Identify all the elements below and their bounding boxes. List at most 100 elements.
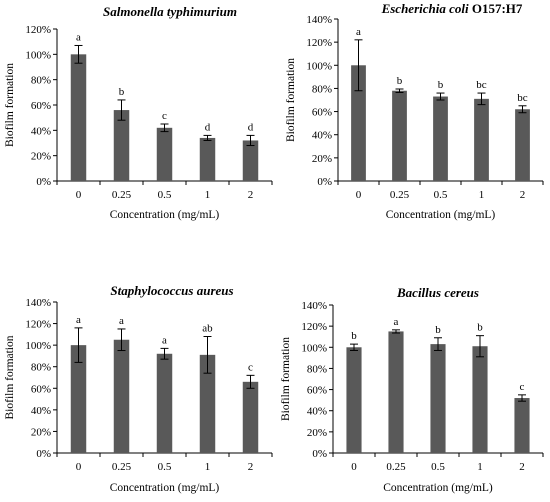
chart-title-part: Salmonella typhimurium (103, 4, 237, 19)
x-tick-label: 1 (205, 189, 211, 201)
bar (472, 346, 488, 453)
y-tick-label: 0% (36, 176, 51, 188)
chart-panel-3: Staphylococcus aureus 0% 20% 40% 60% 80% 100% 1… (4, 283, 273, 494)
y-tick-label: 60% (31, 383, 51, 395)
significance-label: b (351, 330, 357, 342)
y-tick-label: 20% (31, 151, 51, 163)
x-tick-label: 2 (248, 189, 254, 201)
bar (351, 65, 366, 181)
significance-label: c (520, 381, 525, 393)
x-tick-label: 2 (520, 189, 526, 201)
significance-label: a (119, 315, 124, 327)
chart-panel-1: Salmonella typhimurium 0% 20% 40% 60% 80% 100%… (4, 4, 273, 221)
significance-label: a (162, 334, 167, 346)
chart-panel-2: Escherichia coli O157:H70%20%40%60%80%10… (285, 1, 544, 221)
significance-label: b (477, 322, 483, 334)
y-tick-label: 80% (312, 83, 332, 95)
chart-title-part: Bacillus cereus (396, 285, 479, 300)
chart-title: Escherichia coli O157:H7 (381, 1, 523, 16)
y-tick-label: 0% (312, 448, 327, 460)
x-axis-label: Concentration (mg/mL) (386, 209, 496, 221)
bar (242, 381, 259, 453)
bar (392, 90, 407, 181)
x-tick-label: 2 (519, 461, 525, 473)
significance-label: bc (517, 92, 528, 104)
y-tick-label: 80% (31, 362, 51, 374)
y-tick-label: 20% (31, 426, 51, 438)
chart-title: Bacillus cereus (396, 285, 479, 300)
significance-label: a (394, 316, 399, 328)
significance-label: c (162, 110, 167, 122)
bar (430, 344, 446, 453)
x-tick-label: 0.25 (112, 189, 132, 201)
y-tick-label: 120% (301, 321, 327, 333)
x-tick-label: 1 (205, 461, 211, 473)
y-tick-label: 120% (25, 24, 51, 36)
y-tick-label: 40% (31, 125, 51, 137)
y-tick-label: 60% (307, 385, 327, 397)
y-tick-label: 80% (307, 363, 327, 375)
significance-label: bc (476, 79, 487, 91)
bar (113, 110, 130, 181)
significance-label: c (248, 361, 253, 373)
chart-title: Salmonella typhimurium (103, 4, 237, 19)
y-tick-label: 100% (306, 60, 332, 72)
significance-label: b (397, 75, 403, 87)
x-axis-label: Concentration (mg/mL) (110, 209, 220, 221)
y-tick-label: 40% (312, 130, 332, 142)
x-tick-label: 0.5 (158, 461, 172, 473)
x-tick-label: 0.25 (112, 461, 132, 473)
bar (242, 140, 259, 181)
y-tick-label: 140% (301, 300, 327, 312)
bar (70, 54, 87, 182)
bar (346, 347, 362, 453)
y-tick-label: 40% (31, 405, 51, 417)
x-tick-label: 0.25 (390, 189, 410, 201)
y-tick-label: 20% (307, 427, 327, 439)
y-axis-label: Biofilm formation (4, 63, 16, 147)
y-tick-label: 140% (25, 297, 51, 309)
significance-label: b (119, 86, 125, 98)
bar (199, 137, 216, 181)
x-tick-label: 0.25 (386, 461, 406, 473)
y-tick-label: 120% (25, 319, 51, 331)
chart-panel-4: Bacillus cereus 0% 20% 40% 60% 80% 100% 120% 140… (280, 285, 544, 494)
x-tick-label: 1 (479, 189, 485, 201)
x-tick-label: 0.5 (434, 189, 448, 201)
significance-label: d (205, 121, 211, 133)
significance-label: a (356, 26, 361, 38)
y-axis-label: Biofilm formation (280, 337, 292, 421)
bar (433, 96, 448, 181)
x-tick-label: 0 (76, 189, 82, 201)
y-tick-label: 0% (317, 176, 332, 188)
bar (70, 345, 87, 453)
significance-label: b (438, 79, 444, 91)
x-tick-label: 0 (76, 461, 82, 473)
y-tick-label: 140% (306, 14, 332, 26)
bar (514, 398, 530, 453)
x-tick-label: 1 (477, 461, 483, 473)
x-tick-label: 0.5 (158, 189, 172, 201)
bar (113, 339, 130, 453)
y-axis-label: Biofilm formation (285, 58, 297, 142)
significance-label: a (76, 31, 81, 43)
x-tick-label: 2 (248, 461, 254, 473)
y-tick-label: 40% (307, 406, 327, 418)
y-tick-label: 100% (25, 340, 51, 352)
x-axis-label: Concentration (mg/mL) (110, 482, 220, 494)
y-tick-label: 60% (312, 107, 332, 119)
y-tick-label: 120% (306, 37, 332, 49)
y-tick-label: 80% (31, 75, 51, 87)
significance-label: b (435, 324, 441, 336)
bar (515, 109, 530, 181)
chart-title-part: Escherichia coli (381, 1, 469, 16)
bar (388, 331, 404, 453)
y-axis-label: Biofilm formation (4, 335, 16, 419)
x-axis-label: Concentration (mg/mL) (383, 482, 493, 494)
x-tick-label: 0 (351, 461, 357, 473)
y-tick-label: 20% (312, 153, 332, 165)
bar (156, 353, 173, 453)
significance-label: a (76, 314, 81, 326)
x-tick-label: 0 (356, 189, 362, 201)
